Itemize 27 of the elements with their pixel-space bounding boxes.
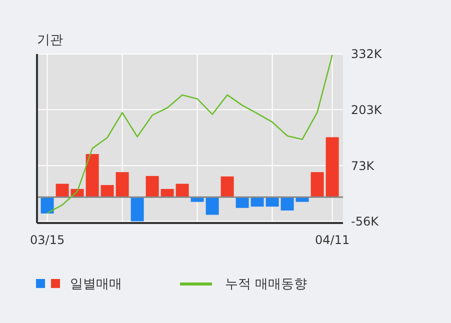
bar [310, 172, 324, 198]
bar [280, 197, 294, 210]
bar [100, 185, 114, 198]
bar [250, 197, 264, 207]
bar [236, 197, 249, 208]
y-tick-label: -56K [351, 214, 380, 228]
x-tick-label: 04/11 [315, 233, 350, 247]
bar [160, 188, 174, 198]
legend-label: 일별매매 [70, 277, 122, 292]
bar [116, 172, 129, 198]
y-tick-label: 203K [351, 102, 383, 117]
bar [176, 184, 189, 198]
bar [220, 176, 234, 198]
chart-title: 기관 [37, 33, 63, 48]
y-tick-label: 73K [351, 158, 376, 173]
bar [266, 197, 279, 207]
line-series [46, 54, 333, 214]
legend-label: 누적 매매동향 [225, 277, 308, 292]
bar [206, 197, 219, 215]
bar [326, 137, 339, 198]
bar [56, 184, 69, 198]
bar [130, 197, 144, 222]
bar [40, 197, 54, 214]
bar [86, 154, 99, 198]
y-tick-label: 332K [351, 47, 383, 62]
bar [146, 176, 159, 198]
x-tick-label: 03/15 [30, 233, 65, 247]
